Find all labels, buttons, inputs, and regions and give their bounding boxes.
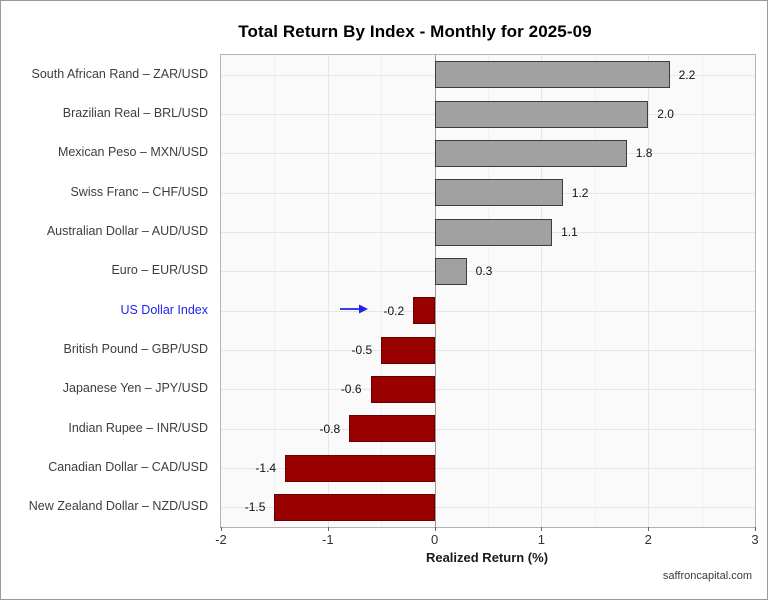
- value-label: -0.8: [319, 421, 341, 436]
- horizontal-gridline: [221, 310, 755, 312]
- x-tick-label: 2: [644, 532, 652, 547]
- category-label: US Dollar Index: [120, 302, 208, 317]
- vertical-gridline: [701, 55, 703, 527]
- value-label: 0.3: [475, 264, 493, 279]
- category-label: Euro – EUR/USD: [111, 263, 208, 278]
- horizontal-gridline: [221, 428, 755, 430]
- bar: [285, 454, 435, 482]
- category-label: Swiss Franc – CHF/USD: [70, 184, 208, 199]
- vertical-gridline: [648, 55, 650, 527]
- bar: [349, 415, 435, 443]
- value-label: 2.2: [678, 67, 696, 82]
- arrow-right-icon: [339, 302, 369, 320]
- horizontal-gridline: [221, 468, 755, 469]
- bar: [381, 336, 435, 364]
- horizontal-gridline: [221, 350, 755, 351]
- plot-panel: 2.2 2.0 1.8 1.2 1.1 0.3 -0.2 -0.5 -0.6 -0.8 -1.4 -1…: [220, 54, 756, 528]
- value-label: 1.2: [571, 185, 589, 200]
- x-axis-title: Realized Return (%): [425, 550, 549, 565]
- category-label: Indian Rupee – INR/USD: [68, 420, 208, 435]
- bar: [434, 61, 670, 89]
- category-label: Canadian Dollar – CAD/USD: [48, 459, 208, 474]
- bar: [413, 297, 435, 325]
- category-label: Mexican Peso – MXN/USD: [57, 145, 208, 160]
- x-tick-label: 0: [430, 532, 439, 547]
- vertical-gridline: [381, 55, 383, 527]
- value-label: -0.2: [383, 303, 405, 318]
- x-tick-label: 1: [537, 532, 546, 547]
- bar: [434, 139, 627, 167]
- value-label: -1.4: [255, 461, 277, 475]
- value-label: -0.6: [340, 382, 362, 397]
- vertical-gridline: [541, 55, 543, 527]
- category-axis: South African Rand – ZAR/USD Brazilian Re…: [1, 54, 208, 526]
- bar: [434, 257, 467, 285]
- x-tick-label: 3: [751, 532, 759, 547]
- category-label: Australian Dollar – AUD/USD: [46, 223, 208, 238]
- value-label: -1.5: [244, 500, 266, 515]
- category-label: Brazilian Real – BRL/USD: [62, 105, 208, 120]
- vertical-gridline: [274, 55, 276, 527]
- chart-title: Total Return By Index - Monthly for 2025…: [238, 22, 592, 41]
- category-label: South African Rand – ZAR/USD: [31, 66, 208, 81]
- vertical-gridline: [327, 55, 329, 527]
- vertical-gridline: [488, 55, 489, 527]
- horizontal-gridline: [221, 271, 755, 273]
- vertical-gridline: [594, 55, 596, 527]
- bar: [434, 218, 553, 246]
- value-label: -0.5: [351, 343, 373, 357]
- x-tick-label: -1: [322, 532, 334, 547]
- x-tick-label: -2: [215, 532, 227, 547]
- category-label: New Zealand Dollar – NZD/USD: [28, 499, 208, 514]
- bar: [434, 179, 563, 207]
- category-label: Japanese Yen – JPY/USD: [62, 381, 208, 396]
- watermark-text: saffroncapital.com: [662, 570, 752, 582]
- bar: [370, 375, 435, 403]
- value-label: 2.0: [657, 107, 674, 121]
- category-label: British Pound – GBP/USD: [63, 341, 208, 356]
- bar: [434, 100, 649, 128]
- horizontal-gridline: [221, 507, 755, 509]
- zero-axis-line: [434, 55, 436, 527]
- value-label: 1.8: [635, 146, 653, 161]
- bar: [274, 493, 435, 521]
- horizontal-gridline: [221, 389, 755, 391]
- value-label: 1.1: [561, 225, 578, 239]
